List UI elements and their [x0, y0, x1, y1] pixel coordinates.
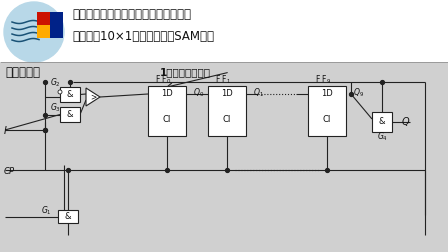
Bar [60, 107, 80, 122]
Bar [0, 63, 448, 252]
Text: 1D: 1D [221, 89, 233, 99]
Bar [37, 12, 50, 25]
Text: $Q_9$: $Q_9$ [353, 87, 364, 99]
Circle shape [4, 2, 64, 62]
Text: 1D: 1D [321, 89, 333, 99]
Text: 1D: 1D [161, 89, 173, 99]
Text: 下图所示为用右移移位寄存器和控制电: 下图所示为用右移移位寄存器和控制电 [72, 8, 191, 20]
Text: CI: CI [223, 114, 231, 123]
Text: >: > [90, 92, 96, 102]
Text: $Q_1$: $Q_1$ [253, 87, 264, 99]
Bar [148, 86, 186, 136]
Text: $G_1$: $G_1$ [41, 205, 52, 217]
Text: &: & [379, 116, 385, 125]
Text: $Q$: $Q$ [401, 115, 411, 129]
Bar [58, 210, 78, 223]
Text: CI: CI [163, 114, 171, 123]
Bar [308, 86, 346, 136]
Text: CI: CI [323, 114, 331, 123]
Text: $G_3$: $G_3$ [50, 102, 60, 114]
Polygon shape [86, 88, 100, 106]
Text: 路结构图。: 路结构图。 [5, 66, 40, 79]
Text: F F$_9$: F F$_9$ [315, 74, 331, 86]
Text: 路构成的10×1位先入先出的SAM的电: 路构成的10×1位先入先出的SAM的电 [72, 29, 214, 43]
Bar [50, 12, 63, 38]
Bar [37, 25, 50, 38]
Text: &: & [67, 90, 73, 99]
Text: $I$: $I$ [3, 124, 8, 136]
Text: F F$_0$: F F$_0$ [155, 74, 171, 86]
Text: $CP$: $CP$ [3, 165, 16, 175]
Circle shape [58, 90, 62, 94]
Bar [0, 0, 448, 63]
Text: &: & [67, 110, 73, 119]
Bar [208, 86, 246, 136]
Text: $G_2$: $G_2$ [50, 77, 60, 89]
Text: 1位动态移存单元: 1位动态移存单元 [160, 67, 211, 77]
Text: F F$_1$: F F$_1$ [215, 74, 231, 86]
Text: $G_4$: $G_4$ [376, 131, 388, 143]
Text: &: & [65, 212, 71, 221]
Bar [60, 87, 80, 102]
Bar [372, 112, 392, 132]
Text: $Q_0$: $Q_0$ [193, 87, 204, 99]
